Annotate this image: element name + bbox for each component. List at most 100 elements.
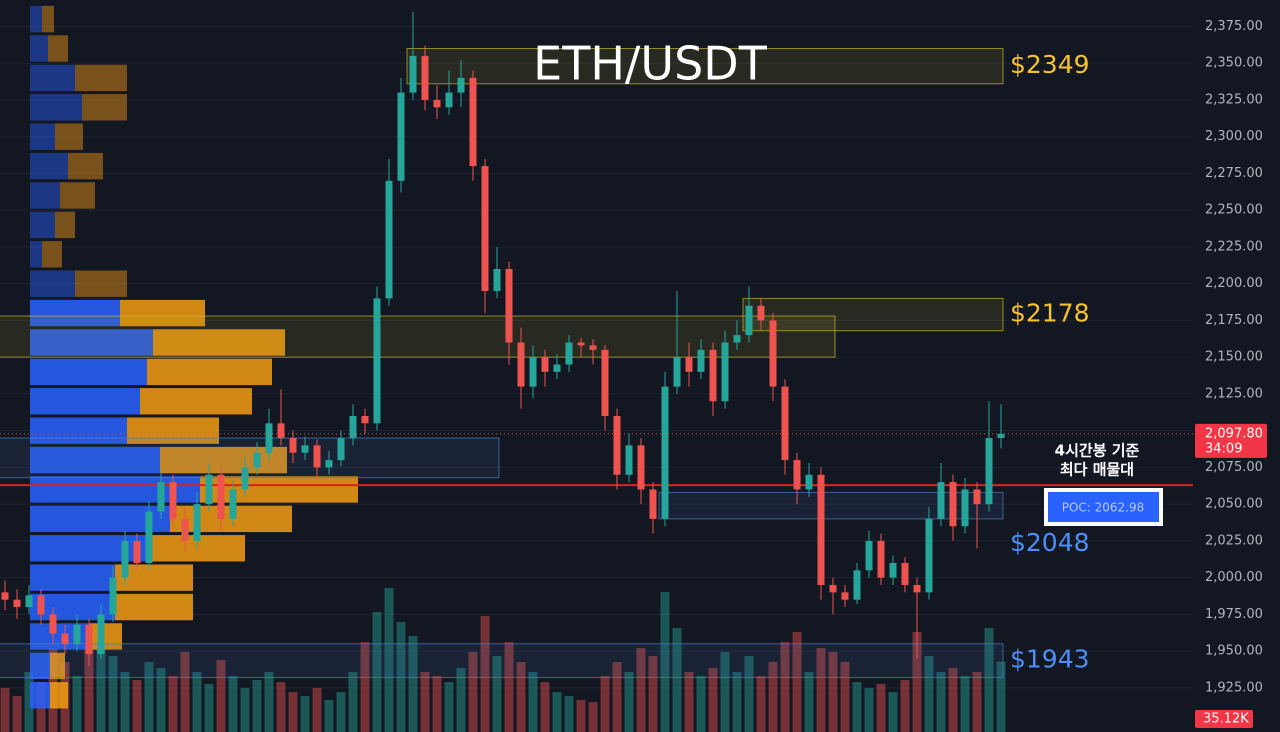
volume-bar [348, 672, 358, 732]
volume-bar [492, 656, 502, 732]
candle-body [37, 595, 45, 615]
y-tick-label: 2,150.00 [1205, 350, 1263, 365]
candle-body [361, 415, 369, 424]
candle-body [661, 386, 669, 519]
volume-bar [924, 656, 934, 732]
volume-bar [360, 642, 370, 732]
candle-body [949, 482, 957, 527]
candle-body [853, 570, 861, 600]
profile-up [30, 94, 82, 121]
y-tick-label: 2,325.00 [1205, 92, 1263, 107]
candle-body [205, 474, 213, 505]
zone [658, 491, 1004, 520]
volume-bar [96, 642, 106, 732]
candle-body [709, 349, 717, 402]
volume-bar [480, 616, 490, 732]
candle-body [337, 438, 345, 461]
zone [0, 643, 1004, 679]
volume-bar [180, 652, 190, 732]
y-tick-label: 2,250.00 [1205, 203, 1263, 218]
profile-down [42, 241, 62, 268]
candle-body [697, 349, 705, 372]
y-tick-label: 2,225.00 [1205, 239, 1263, 254]
candle-body [145, 511, 153, 563]
volume-bar [468, 652, 478, 732]
profile-down [75, 270, 127, 297]
profile-down [90, 623, 122, 650]
volume-bar [192, 672, 202, 732]
candle-body [625, 445, 633, 475]
volume-bar [72, 676, 82, 732]
profile-down [50, 682, 68, 709]
candle-body [85, 624, 93, 655]
volume-bar [732, 672, 742, 732]
y-tick-label: 2,125.00 [1205, 386, 1263, 401]
candle-body [229, 489, 237, 519]
volume-bar [108, 656, 118, 732]
profile-down [82, 94, 127, 121]
profile-down [120, 299, 205, 327]
candle-body [865, 540, 873, 571]
candle-body [925, 518, 933, 593]
profile-up [30, 535, 150, 562]
zone [742, 297, 1004, 332]
y-tick-label: 2,275.00 [1205, 166, 1263, 181]
volume-bar [876, 684, 886, 732]
profile-down [75, 64, 127, 92]
volume-bar [900, 680, 910, 732]
candle-body [97, 614, 105, 655]
candle-body [757, 305, 765, 321]
candle-body [913, 585, 921, 593]
candle-body [961, 489, 969, 527]
candle-body [301, 445, 309, 453]
profile-down [147, 358, 272, 386]
zone [0, 437, 500, 479]
candle-body [157, 482, 165, 512]
zone-label: $2178 [1010, 299, 1090, 328]
volume-bar [600, 676, 610, 732]
y-tick-label: 1,925.00 [1205, 680, 1263, 695]
profile-up [30, 299, 120, 327]
volume-bar [612, 662, 622, 732]
volume-bar [588, 702, 598, 732]
annotation: 4시간봉 기준 [1055, 442, 1140, 460]
volume-bar [840, 662, 850, 732]
volume-bar [912, 632, 922, 732]
volume-bar [564, 696, 574, 732]
volume-bar [216, 660, 226, 732]
candle-body [457, 77, 465, 93]
volume-bar [408, 636, 418, 732]
candle-body [313, 445, 321, 468]
candle-body [49, 614, 57, 634]
profile-up [30, 358, 147, 386]
y-tick-label: 2,375.00 [1205, 19, 1263, 34]
candle-body [445, 92, 453, 108]
volume-bar [864, 688, 874, 732]
candle-body [997, 433, 1005, 439]
price-label: 2,097.80 [1205, 426, 1263, 441]
candle-body [481, 166, 489, 292]
volume-bar [552, 692, 562, 732]
profile-down [127, 417, 219, 444]
candle-body [721, 342, 729, 402]
profile-up [30, 35, 48, 62]
volume-bar [768, 662, 778, 732]
candle-body [541, 357, 549, 372]
candle-body [265, 423, 273, 453]
candle-body [889, 562, 897, 578]
volume-bar [252, 680, 262, 732]
volume-bar [204, 684, 214, 732]
volume-bar [996, 661, 1006, 732]
volume-bar [420, 672, 430, 732]
volume-bar [984, 628, 994, 732]
volume-bar [648, 656, 658, 732]
volume-bar [528, 672, 538, 732]
profile-down [48, 35, 68, 62]
volume-bar [228, 676, 238, 732]
candle-body [601, 349, 609, 416]
volume-bar [336, 692, 346, 732]
volume-bar [84, 632, 94, 732]
profile-down [60, 182, 95, 209]
candle-body [133, 540, 141, 563]
y-tick-label: 2,025.00 [1205, 533, 1263, 548]
